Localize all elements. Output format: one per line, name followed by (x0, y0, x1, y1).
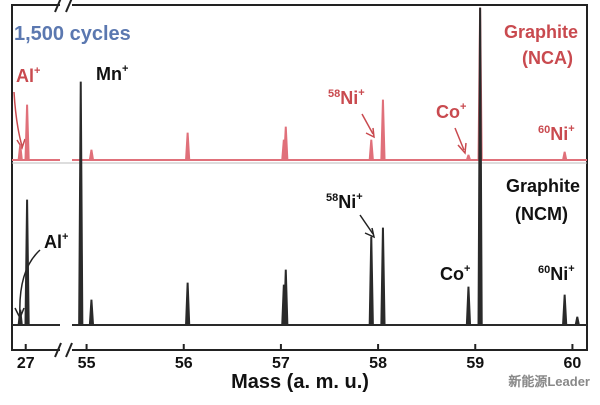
frame (11, 4, 588, 351)
peak (561, 151, 568, 161)
annotation-ion: Co (436, 102, 460, 122)
annotation-ion: Al (44, 232, 62, 252)
annotation-charge: + (568, 263, 574, 275)
annotation-charge: + (460, 101, 466, 113)
annotation-mass: 58 (328, 88, 340, 100)
peak (78, 81, 84, 326)
peak (185, 282, 191, 326)
peak (17, 309, 23, 326)
annotation-ion: Co (440, 264, 464, 284)
watermark: 新能源Leader (508, 374, 590, 389)
annotation-ion: Ni (340, 88, 358, 108)
peak (185, 132, 191, 161)
peak-annotation: Al+ (44, 231, 68, 252)
peak-annotation: Co+ (436, 101, 466, 122)
peak-annotation: 58Ni+ (326, 191, 363, 212)
peak (24, 199, 30, 326)
peak (465, 154, 472, 161)
annotation-charge: + (568, 123, 574, 135)
peak-annotation: Mn+ (96, 63, 128, 84)
peak (562, 294, 568, 326)
annotation-charge: + (358, 87, 364, 99)
peak (368, 139, 374, 161)
x-tick-label: 58 (369, 355, 387, 372)
peak-annotation: 60Ni+ (538, 123, 575, 144)
peak (88, 149, 95, 161)
peak (88, 299, 95, 326)
annotation-charge: + (464, 263, 470, 275)
peak (283, 126, 289, 161)
peak-annotation: Al+ (16, 65, 40, 86)
annotation-mass: 60 (538, 124, 550, 136)
peak (24, 104, 30, 161)
annotation-charge: + (34, 65, 40, 77)
annotation-ion: Ni (550, 124, 568, 144)
peak-annotation: Co+ (440, 263, 470, 284)
x-tick-label: 59 (466, 355, 484, 372)
peak (380, 99, 386, 161)
axis-break-gap (60, 0, 72, 360)
x-tick-label: 57 (272, 355, 290, 372)
x-tick-label: 60 (564, 355, 582, 372)
series-label: (NCM) (515, 204, 568, 224)
annotation-mass: 58 (326, 192, 338, 204)
peak (465, 286, 472, 326)
peak (368, 236, 374, 326)
peak (380, 227, 386, 326)
annotation-ion: Ni (338, 192, 356, 212)
annotation-ion: Al (16, 66, 34, 86)
chart-title: 1,500 cycles (14, 23, 131, 45)
x-tick-label: 27 (17, 355, 35, 372)
peak-annotation: 60Ni+ (538, 263, 575, 284)
peak (477, 7, 483, 326)
series-label: Graphite (504, 22, 578, 42)
annotation-ion: Mn (96, 64, 122, 84)
annotation-charge: + (122, 63, 128, 75)
x-tick-label: 56 (175, 355, 193, 372)
peak (17, 144, 23, 161)
series-label: Graphite (506, 176, 580, 196)
annotation-ion: Ni (550, 264, 568, 284)
peak (574, 316, 580, 326)
x-axis-label: Mass (a. m. u.) (231, 371, 369, 393)
peak (283, 269, 289, 326)
series-label: (NCA) (522, 48, 573, 68)
axis-break (54, 0, 73, 358)
annotations: Al+ Mn+58Ni+Co+60Ni+Al+58Ni+Co+ 60Ni+ (16, 63, 575, 284)
arrows (13, 91, 467, 320)
annotation-charge: + (62, 231, 68, 243)
annotation-mass: 60 (538, 264, 550, 276)
annotation-charge: + (356, 191, 362, 203)
peak-annotation: 58Ni+ (328, 87, 365, 108)
x-tick-label: 55 (78, 355, 96, 372)
